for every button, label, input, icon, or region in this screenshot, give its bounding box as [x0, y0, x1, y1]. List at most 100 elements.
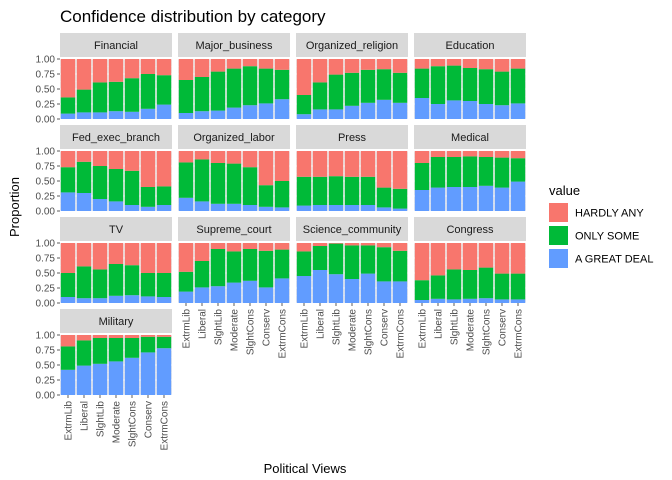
bar-military-extrmcons-hardly-any — [156, 335, 172, 337]
facet-strip-label: Press — [338, 132, 367, 144]
bar-tv-conserv-great-deal — [140, 296, 156, 303]
x-tick-label: Conserv — [498, 309, 509, 346]
bar-financial-extrmcons-only-some — [156, 75, 172, 105]
bar-tv-conserv-hardly-any — [140, 243, 156, 273]
x-tick-label: SlghtCons — [482, 309, 493, 355]
legend-label-only-some: ONLY SOME — [575, 231, 639, 243]
bar-press-liberal-great-deal — [312, 205, 328, 211]
bar-education-moderate-great-deal — [462, 101, 478, 119]
bar-congress-extrmcons-only-some — [510, 273, 526, 300]
facet-strip — [60, 217, 172, 241]
facet-strip-label: Major_business — [195, 40, 273, 52]
bar-supreme-court-slghtlib-great-deal — [210, 286, 226, 303]
bar-education-slghtcons-only-some — [478, 69, 494, 104]
bar-science-community-moderate-hardly-any — [344, 243, 360, 246]
bar-organized-labor-conserv-great-deal — [258, 206, 274, 211]
bar-major-business-conserv-only-some — [258, 68, 274, 104]
bar-military-liberal-only-some — [76, 340, 92, 366]
bar-major-business-extrmcons-hardly-any — [274, 59, 290, 70]
bar-congress-liberal-hardly-any — [430, 243, 446, 276]
bar-financial-moderate-great-deal — [108, 111, 124, 119]
bar-congress-extrmlib-great-deal — [414, 300, 430, 303]
bar-fed-exec-branch-extrmcons-great-deal — [156, 205, 172, 211]
bar-financial-conserv-only-some — [140, 74, 156, 109]
bar-medical-slghtlib-hardly-any — [446, 151, 462, 157]
facet-strip-label: Financial — [94, 40, 138, 52]
facet-press: Press — [296, 125, 408, 212]
bar-supreme-court-extrmlib-hardly-any — [178, 243, 194, 272]
bar-tv-moderate-hardly-any — [108, 243, 124, 264]
bar-organized-religion-slghtlib-only-some — [328, 74, 344, 110]
bar-organized-labor-slghtlib-great-deal — [210, 203, 226, 211]
bar-organized-religion-extrmcons-hardly-any — [392, 59, 408, 73]
bar-tv-extrmlib-hardly-any — [60, 243, 76, 273]
bar-tv-extrmcons-hardly-any — [156, 243, 172, 273]
bar-tv-slghtcons-hardly-any — [124, 243, 140, 266]
bar-supreme-court-moderate-only-some — [226, 251, 242, 283]
bar-education-extrmcons-hardly-any — [510, 59, 526, 69]
bar-organized-religion-slghtlib-hardly-any — [328, 59, 344, 75]
bar-science-community-moderate-only-some — [344, 245, 360, 279]
bar-congress-moderate-only-some — [462, 270, 478, 299]
bar-medical-extrmlib-hardly-any — [414, 151, 430, 163]
bar-medical-slghtcons-hardly-any — [478, 151, 494, 157]
facet-medical: Medical — [414, 125, 526, 212]
bar-organized-labor-moderate-hardly-any — [226, 151, 242, 164]
x-axis-title: Political Views — [264, 461, 347, 476]
bar-medical-extrmcons-only-some — [510, 158, 526, 182]
bar-congress-extrmlib-only-some — [414, 280, 430, 300]
bar-congress-slghtlib-hardly-any — [446, 243, 462, 270]
bar-supreme-court-slghtlib-hardly-any — [210, 243, 226, 249]
bar-financial-moderate-only-some — [108, 81, 124, 112]
facet-strip-label: Fed_exec_branch — [72, 132, 160, 144]
bar-organized-labor-slghtcons-only-some — [242, 167, 258, 205]
bar-congress-conserv-hardly-any — [494, 243, 510, 274]
bar-tv-moderate-only-some — [108, 264, 124, 296]
bar-press-moderate-hardly-any — [344, 151, 360, 177]
chart-title: Confidence distribution by category — [60, 7, 326, 26]
y-tick-label: 0.50 — [36, 361, 56, 372]
bar-congress-slghtcons-only-some — [478, 267, 494, 299]
bar-education-slghtcons-great-deal — [478, 104, 494, 119]
bar-science-community-slghtcons-great-deal — [360, 273, 376, 303]
legend-key-a-great-deal — [549, 249, 568, 268]
bar-military-slghtcons-only-some — [124, 338, 140, 358]
bar-medical-slghtcons-only-some — [478, 157, 494, 186]
y-tick-label: 0.75 — [36, 346, 56, 357]
bar-financial-conserv-hardly-any — [140, 59, 156, 74]
bar-organized-religion-extrmcons-only-some — [392, 72, 408, 103]
bar-education-conserv-hardly-any — [494, 59, 510, 72]
bar-press-slghtlib-hardly-any — [328, 151, 344, 177]
bar-fed-exec-branch-conserv-hardly-any — [140, 151, 156, 187]
bar-medical-conserv-hardly-any — [494, 151, 510, 158]
facet-supreme-court: Supreme_court ExtrmLib Liberal SlghtLib Mode… — [178, 217, 290, 358]
bar-organized-labor-liberal-hardly-any — [194, 151, 210, 160]
bar-fed-exec-branch-extrmcons-hardly-any — [156, 151, 172, 187]
bar-science-community-slghtlib-only-some — [328, 243, 344, 275]
x-tick-label: ExtrmLib — [300, 309, 311, 349]
bar-press-extrmcons-only-some — [392, 188, 408, 209]
y-tick-label: 0.75 — [36, 254, 56, 265]
x-tick-label: Liberal — [316, 309, 327, 339]
bar-organized-labor-moderate-great-deal — [226, 203, 242, 211]
bar-science-community-liberal-hardly-any — [312, 243, 328, 246]
y-tick-label: 0.00 — [36, 207, 56, 218]
bar-education-liberal-only-some — [430, 66, 446, 104]
bar-medical-slghtcons-great-deal — [478, 185, 494, 211]
bar-education-liberal-hardly-any — [430, 59, 446, 67]
bar-organized-religion-slghtcons-great-deal — [360, 102, 376, 119]
bar-financial-liberal-great-deal — [76, 112, 92, 119]
facet-strip-label: Medical — [451, 132, 489, 144]
bar-medical-liberal-hardly-any — [430, 151, 446, 157]
bar-education-slghtlib-great-deal — [446, 100, 462, 119]
bar-congress-moderate-great-deal — [462, 298, 478, 303]
bar-press-extrmcons-great-deal — [392, 208, 408, 211]
bar-financial-liberal-hardly-any — [76, 59, 92, 90]
bar-organized-labor-slghtcons-great-deal — [242, 205, 258, 211]
x-tick-label: ExtrmLib — [182, 309, 193, 349]
bar-fed-exec-branch-liberal-only-some — [76, 161, 92, 193]
x-tick-label: Moderate — [348, 309, 359, 352]
legend-label-hardly-any: HARDLY ANY — [575, 208, 644, 220]
bar-press-moderate-great-deal — [344, 205, 360, 211]
